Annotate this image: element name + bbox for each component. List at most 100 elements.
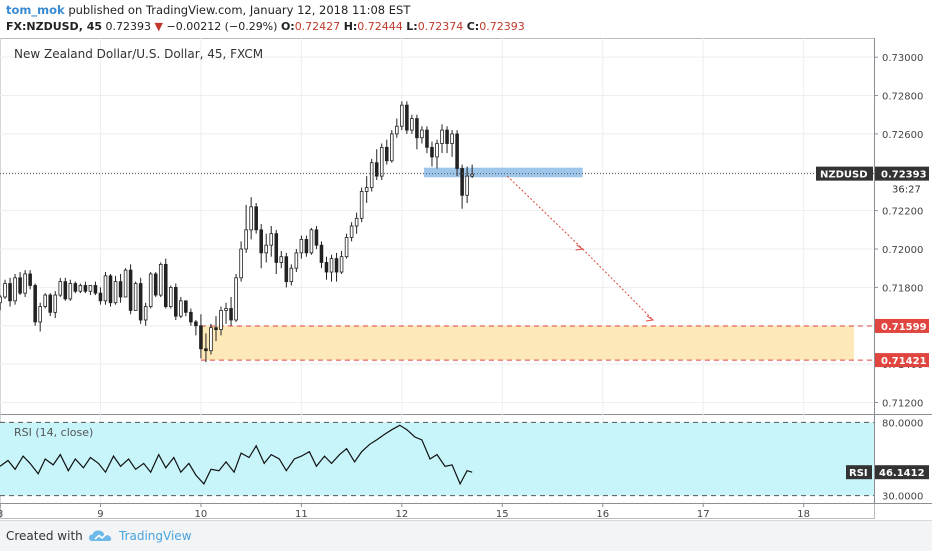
- candle-body: [344, 237, 349, 258]
- candle-body: [98, 292, 103, 302]
- overlay: [0, 173, 874, 322]
- candle-body: [179, 300, 183, 317]
- candle-body: [209, 327, 213, 352]
- candles: [0, 101, 474, 363]
- candle-body: [214, 327, 218, 330]
- y-tick-label: 0.72000: [882, 245, 923, 256]
- candle-body: [78, 285, 83, 292]
- price-change: −0.00212 (−0.29%): [166, 20, 278, 33]
- candle-body: [184, 300, 188, 313]
- candle-body: [249, 206, 253, 231]
- candle-body: [390, 133, 394, 162]
- created-with-text: Created with: [6, 529, 83, 543]
- zones: [200, 167, 874, 361]
- candle-body: [354, 217, 359, 227]
- rsi-line: [0, 424, 473, 486]
- candle-body: [369, 162, 374, 189]
- level-tag: [875, 318, 929, 333]
- candle-body: [329, 258, 334, 273]
- published-text: published on TradingView.com, January 12…: [68, 3, 411, 17]
- x-tick-label: 8: [0, 509, 3, 520]
- candle-body: [0, 296, 2, 304]
- close-value: 0.72393: [479, 20, 525, 33]
- x-tick-label: 11: [295, 509, 308, 520]
- candle-body: [435, 143, 439, 158]
- footer: Created with TradingView: [0, 520, 932, 551]
- candle-body: [199, 325, 203, 350]
- candle-body: [93, 285, 98, 294]
- candle-body: [13, 277, 17, 302]
- down-arrow-icon: ▼: [154, 20, 163, 33]
- candle-body: [374, 162, 379, 177]
- y-tick-label: 0.73000: [882, 53, 923, 64]
- candle-body: [314, 229, 319, 246]
- last-price-label: 0.72393: [881, 170, 927, 181]
- candle-body: [400, 104, 404, 127]
- candle-body: [364, 187, 369, 192]
- chart-header: tom_mok published on TradingView.com, Ja…: [0, 0, 932, 38]
- candle-body: [324, 262, 329, 273]
- last-price-tag: [875, 166, 929, 181]
- candle-body: [349, 225, 354, 238]
- tradingview-brand-link[interactable]: TradingView: [119, 529, 192, 543]
- last-price: 0.72393: [105, 20, 152, 33]
- rsi-tick-label: 30.0000: [882, 492, 923, 503]
- candle-body: [23, 273, 27, 294]
- candle-body: [450, 133, 454, 144]
- symbol-tag-label: NZDUSD: [820, 170, 868, 181]
- candle-body: [299, 239, 304, 254]
- candle-body: [148, 273, 153, 307]
- candle-body: [48, 294, 53, 313]
- x-tick-label: 15: [496, 509, 509, 520]
- candle-body: [430, 146, 434, 158]
- candle-body: [63, 281, 68, 300]
- candle-body: [53, 294, 58, 313]
- candle-body: [18, 277, 22, 294]
- candle-body: [359, 191, 364, 219]
- resistance-zone: [423, 167, 583, 178]
- candle-body: [470, 173, 474, 177]
- candle-body: [113, 281, 118, 304]
- candle-body: [405, 104, 409, 131]
- candle-body: [174, 286, 178, 317]
- candle-body: [73, 283, 78, 292]
- level-label: 0.71421: [881, 356, 927, 367]
- y-tick-label: 0.72600: [882, 130, 923, 141]
- candle-body: [445, 129, 449, 144]
- author-link[interactable]: tom_mok: [6, 3, 65, 17]
- chart-svg[interactable]: 0.730000.728000.726000.724000.722000.720…: [0, 38, 932, 520]
- candle-body: [294, 252, 299, 269]
- candle-body: [158, 263, 163, 296]
- candle-body: [415, 118, 419, 139]
- candle-body: [334, 258, 339, 273]
- rsi-tag-label: RSI: [849, 468, 868, 479]
- candle-body: [269, 233, 274, 246]
- candle-body: [455, 133, 459, 169]
- high-value: 0.72444: [357, 20, 403, 33]
- candle-body: [259, 229, 263, 254]
- symbol-label: FX:NZDUSD, 45: [6, 20, 103, 33]
- rsi-pane: [0, 421, 874, 497]
- candle-body: [384, 146, 389, 162]
- candle-body: [103, 275, 108, 302]
- candle-body: [153, 273, 158, 296]
- projection-arrowhead: [575, 244, 585, 251]
- candle-body: [123, 269, 128, 298]
- high-label: H:: [343, 20, 358, 33]
- x-tick-label: 17: [697, 509, 710, 520]
- candle-body: [219, 310, 223, 330]
- y-tick-label: 0.72800: [882, 92, 923, 103]
- candle-body: [460, 168, 464, 196]
- level-tag: [875, 353, 929, 368]
- rsi-title: RSI (14, close): [14, 426, 93, 439]
- y-tick-label: 0.72200: [882, 207, 923, 218]
- countdown-label: 36:27: [892, 185, 921, 196]
- candle-body: [204, 348, 208, 352]
- rsi-tick-label: 80.0000: [882, 418, 923, 429]
- candle-body: [128, 269, 133, 311]
- candle-body: [284, 256, 289, 283]
- level-label: 0.71599: [881, 322, 927, 333]
- x-tick-label: 18: [797, 509, 810, 520]
- candle-body: [279, 256, 284, 263]
- rsi-tag: [846, 465, 872, 480]
